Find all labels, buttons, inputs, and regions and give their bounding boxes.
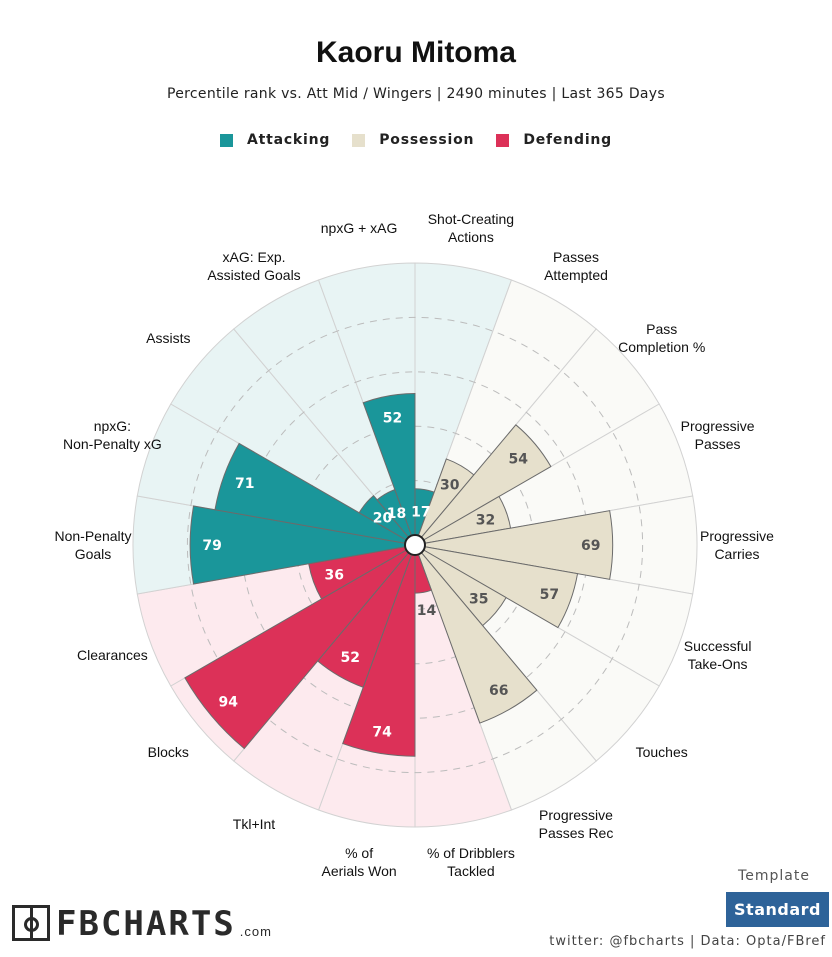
legend-swatch-possession [352, 133, 366, 147]
legend-label-possession: Possession [379, 132, 475, 148]
pitch-icon [12, 905, 50, 941]
value-label-npxg-non-penalty-xg: 71 [235, 476, 254, 492]
value-label-npxg-xag: 52 [383, 411, 402, 427]
legend-swatch-attacking [219, 133, 233, 147]
chart-subtitle: Percentile rank vs. Att Mid / Wingers | … [167, 86, 665, 102]
axis-label-progressive-passes: Progressive Passes [681, 418, 755, 452]
value-label-successful-take-ons: 57 [540, 587, 559, 603]
legend: Attacking Possession Defending [0, 132, 832, 148]
legend-label-attacking: Attacking [246, 132, 331, 148]
grid-ring-80 [186, 316, 644, 774]
value-label-tkl-int: 52 [341, 650, 360, 666]
axis-label-xag-exp-assisted-goals: xAG: Exp. Assisted Goals [207, 249, 300, 283]
center-circle [404, 534, 426, 556]
template-label: Template [738, 868, 810, 884]
axis-label-progressive-carries: Progressive Carries [700, 528, 774, 562]
credits: twitter: @fbcharts | Data: Opta/FBref [549, 934, 826, 949]
axis-label-clearances: Clearances [77, 647, 148, 663]
value-label-assists: 20 [373, 511, 393, 527]
value-label-blocks: 94 [219, 695, 239, 711]
axis-label-non-penalty-goals: Non-Penalty Goals [54, 528, 131, 562]
value-label-progressive-passes-rec: 66 [489, 683, 508, 699]
axis-label-successful-take-ons: Successful Take-Ons [684, 638, 752, 672]
value-label-clearances: 36 [325, 567, 344, 583]
axis-label-npxg-non-penalty-xg: npxG: Non-Penalty xG [63, 418, 162, 452]
value-label-touches: 35 [469, 592, 488, 608]
value-label-of-aerials-won: 74 [372, 724, 392, 740]
legend-item-possession: Possession [352, 132, 474, 148]
value-label-xag-exp-assisted-goals: 18 [387, 506, 406, 522]
logo-text: FBCHARTS [56, 904, 236, 944]
fbcharts-logo: FBCHARTS .com [12, 905, 272, 941]
template-standard-button[interactable]: Standard [726, 892, 829, 927]
axis-label-blocks: Blocks [148, 744, 189, 760]
legend-item-defending: Defending [496, 132, 612, 148]
value-label-shot-creating-actions: 17 [411, 504, 430, 520]
axis-label-assists: Assists [146, 330, 190, 346]
chart-title: Kaoru Mitoma [315, 36, 516, 69]
axis-label-of-aerials-won: % of Aerials Won [321, 845, 396, 879]
axis-label-shot-creating-actions: Shot-Creating Actions [428, 211, 514, 245]
logo-suffix: .com [239, 924, 272, 939]
value-label-non-penalty-goals: 79 [202, 538, 221, 554]
axis-label-of-dribblers-tackled: % of Dribblers Tackled [427, 845, 515, 879]
value-label-progressive-carries: 69 [581, 538, 600, 554]
legend-item-attacking: Attacking [219, 132, 331, 148]
legend-label-defending: Defending [523, 132, 613, 148]
axis-label-tkl-int: Tkl+Int [233, 816, 276, 832]
value-label-progressive-passes: 32 [476, 512, 495, 528]
value-label-pass-completion: 54 [509, 451, 529, 467]
axis-label-progressive-passes-rec: Progressive Passes Rec [539, 807, 614, 841]
axis-label-touches: Touches [636, 744, 688, 760]
value-label-passes-attempted: 30 [440, 478, 460, 494]
value-label-of-dribblers-tackled: 14 [417, 603, 437, 619]
axis-label-npxg-xag: npxG + xAG [321, 220, 398, 236]
axis-label-passes-attempted: Passes Attempted [544, 249, 608, 283]
axis-label-pass-completion: Pass Completion % [618, 321, 705, 355]
legend-swatch-defending [496, 133, 510, 147]
